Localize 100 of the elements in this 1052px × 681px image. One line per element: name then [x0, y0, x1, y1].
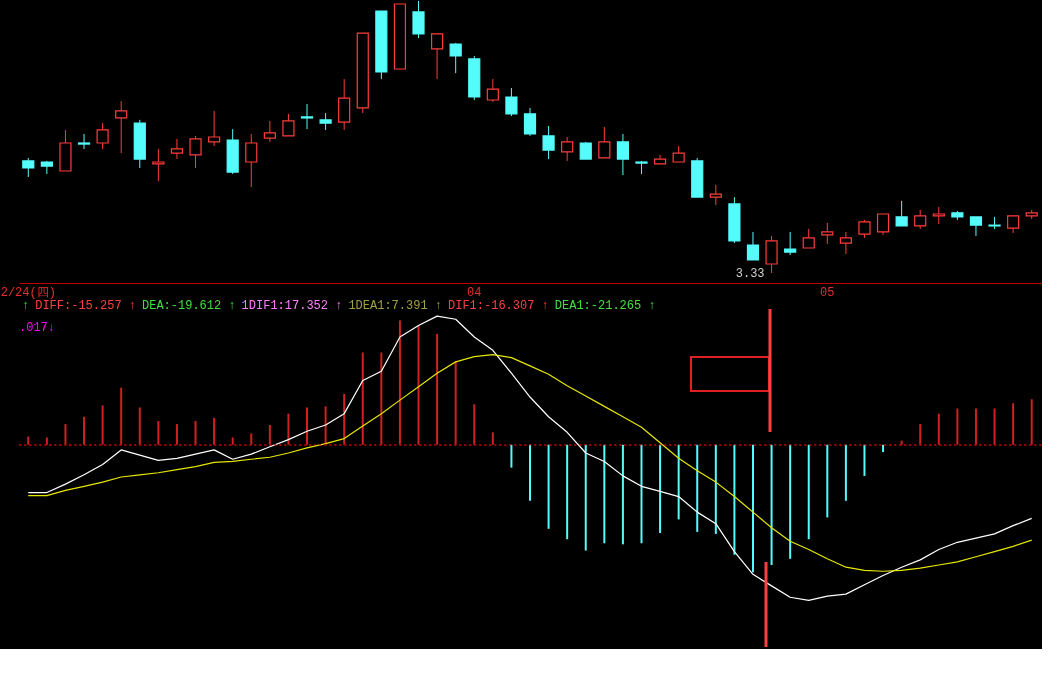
candlestick [914, 209, 927, 230]
bar [919, 424, 922, 445]
bar [64, 424, 67, 445]
candlestick [895, 200, 908, 227]
candlestick [523, 107, 537, 137]
bar [213, 417, 216, 445]
bar [937, 413, 940, 445]
text: DEA1:-21.265 ↑ [554, 299, 656, 313]
annotation: 3.33 [735, 267, 765, 281]
bar [659, 444, 662, 533]
candlestick [969, 216, 983, 237]
candlestick [40, 160, 53, 175]
bar [956, 408, 959, 445]
bar [529, 444, 531, 501]
candlestick [96, 122, 109, 150]
candlestick [430, 33, 444, 80]
bar [789, 444, 792, 559]
bar [83, 416, 86, 445]
bar [751, 444, 754, 573]
candlestick [561, 136, 574, 162]
bar [621, 444, 624, 545]
bar [306, 407, 309, 445]
bar [268, 425, 271, 445]
bar [1030, 399, 1033, 445]
x-tick-label: 04 [467, 285, 482, 300]
bar [157, 420, 160, 445]
candlestick [189, 135, 202, 169]
bar [324, 406, 327, 445]
bar [101, 405, 104, 445]
bar [120, 387, 123, 445]
bar [677, 444, 680, 520]
bar [454, 361, 457, 445]
candlestick [208, 110, 221, 147]
bar [398, 320, 401, 445]
bar [1012, 403, 1015, 445]
bar [27, 436, 30, 445]
candlestick [821, 222, 834, 245]
bar [547, 444, 550, 529]
bar [45, 437, 48, 445]
candlestick [22, 157, 35, 178]
candlestick [839, 231, 852, 255]
bar [175, 424, 178, 445]
candlestick [245, 133, 258, 188]
bar [380, 352, 383, 445]
bar [584, 444, 587, 551]
annotation: .017↓ [19, 321, 56, 335]
candlestick [709, 184, 722, 206]
candlestick [412, 0, 425, 39]
bar [900, 440, 903, 445]
bar [250, 433, 253, 445]
bar [844, 444, 847, 501]
bar [807, 444, 810, 540]
bar [882, 444, 885, 453]
candlestick [505, 87, 518, 117]
candlestick [486, 78, 499, 103]
candlestick [598, 126, 611, 159]
x-tick-label: 2/24(四) [0, 285, 56, 300]
bar [566, 444, 569, 540]
candlestick [765, 235, 778, 274]
bar [194, 420, 197, 445]
bar [770, 444, 773, 566]
bar [231, 437, 234, 445]
candlestick [115, 100, 128, 154]
candlestick [170, 138, 184, 160]
candlestick [802, 228, 815, 249]
text: DIF1:-16.307 ↑ [448, 299, 549, 313]
bar [974, 408, 977, 445]
bar [826, 444, 829, 518]
text: 1DIF1:17.352 ↑ [241, 299, 343, 313]
bar [733, 444, 736, 555]
bar [473, 404, 476, 445]
text: 1DEA1:7.391 ↑ [348, 299, 443, 313]
bar [138, 407, 141, 445]
bar [287, 413, 290, 445]
candlestick [77, 133, 91, 150]
candlestick [282, 113, 295, 137]
bar [343, 393, 346, 445]
candlestick [338, 78, 351, 131]
bar [436, 333, 439, 445]
candlestick [542, 125, 555, 160]
candlestick [784, 231, 797, 256]
text: DEA:-19.612 ↑ [142, 299, 236, 313]
bar [491, 432, 494, 445]
bar [993, 408, 996, 445]
x-tick-label: 05 [820, 285, 835, 300]
candlestick [746, 231, 760, 261]
bar [714, 444, 717, 534]
bar [603, 444, 606, 544]
bar [696, 444, 699, 532]
candlestick [449, 42, 462, 74]
bar [640, 444, 643, 544]
candlestick [876, 213, 890, 236]
candlestick [152, 148, 165, 182]
candlestick [300, 103, 314, 130]
text: ↑ [22, 299, 30, 313]
bar [863, 444, 866, 476]
candlestick [616, 133, 630, 176]
candlestick [263, 120, 276, 143]
bar [417, 325, 420, 445]
bar [361, 352, 364, 445]
